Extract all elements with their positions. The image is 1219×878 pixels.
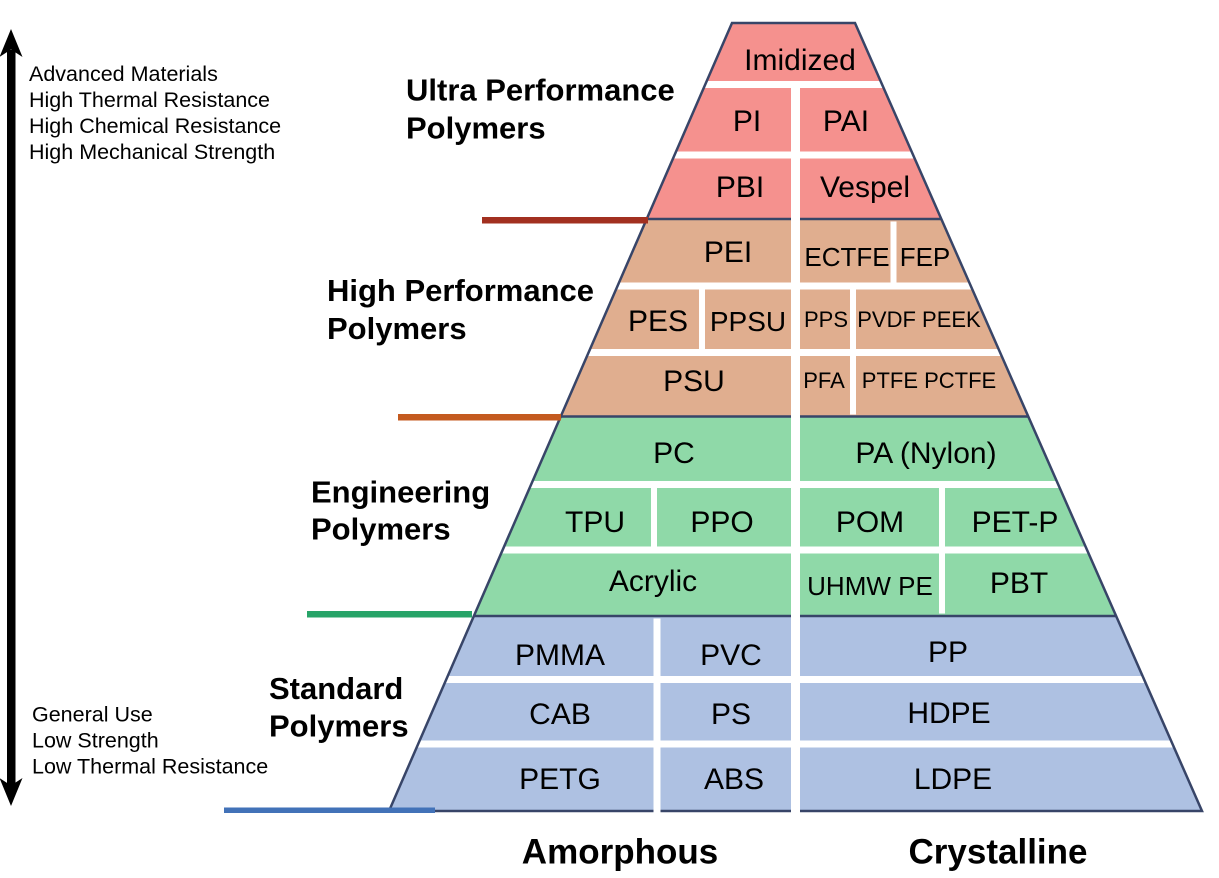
svg-text:Polymers: Polymers	[269, 709, 409, 744]
svg-text:Acrylic: Acrylic	[609, 565, 697, 598]
svg-text:PVC: PVC	[700, 639, 762, 672]
svg-text:Polymers: Polymers	[406, 111, 546, 146]
svg-text:PA (Nylon): PA (Nylon)	[855, 437, 996, 470]
svg-text:Amorphous: Amorphous	[522, 833, 718, 872]
svg-text:ABS: ABS	[704, 763, 764, 796]
svg-text:TPU: TPU	[565, 506, 625, 539]
svg-text:UHMW PE: UHMW PE	[807, 571, 933, 601]
svg-text:PP: PP	[928, 636, 968, 669]
svg-text:FEP: FEP	[900, 242, 951, 272]
svg-text:Advanced Materials: Advanced Materials	[29, 62, 218, 86]
svg-text:Vespel: Vespel	[820, 171, 910, 204]
svg-text:LDPE: LDPE	[914, 763, 992, 796]
svg-text:High Performance: High Performance	[327, 273, 594, 308]
svg-text:PES: PES	[628, 305, 688, 338]
svg-text:PS: PS	[711, 698, 751, 731]
svg-text:PBI: PBI	[716, 171, 764, 204]
svg-text:PPO: PPO	[690, 506, 753, 539]
svg-text:High Chemical Resistance: High Chemical Resistance	[29, 114, 281, 138]
svg-text:Crystalline: Crystalline	[909, 833, 1088, 872]
svg-text:PI: PI	[733, 105, 761, 138]
svg-text:PPS: PPS	[804, 307, 848, 332]
svg-text:PTFE PCTFE: PTFE PCTFE	[862, 368, 996, 393]
svg-text:Polymers: Polymers	[311, 512, 451, 547]
svg-text:PET-P: PET-P	[972, 506, 1059, 539]
svg-text:ECTFE: ECTFE	[804, 242, 889, 272]
svg-text:Low Thermal Resistance: Low Thermal Resistance	[32, 755, 268, 779]
svg-text:Imidized: Imidized	[744, 44, 856, 77]
svg-text:Polymers: Polymers	[327, 311, 467, 346]
svg-text:PAI: PAI	[823, 105, 869, 138]
svg-text:High Thermal Resistance: High Thermal Resistance	[29, 88, 270, 112]
svg-text:Engineering: Engineering	[311, 475, 490, 510]
svg-text:PMMA: PMMA	[515, 639, 605, 672]
svg-text:PSU: PSU	[663, 365, 725, 398]
svg-text:PC: PC	[653, 437, 695, 470]
svg-text:PBT: PBT	[990, 567, 1048, 600]
svg-text:HDPE: HDPE	[907, 697, 990, 730]
svg-text:General Use: General Use	[32, 703, 153, 727]
svg-text:PETG: PETG	[519, 763, 601, 796]
svg-text:PFA: PFA	[803, 368, 845, 393]
svg-text:CAB: CAB	[529, 698, 591, 731]
svg-text:Standard: Standard	[269, 671, 403, 706]
svg-text:High Mechanical Strength: High Mechanical Strength	[29, 140, 275, 164]
svg-text:Low Strength: Low Strength	[32, 729, 159, 753]
svg-text:PVDF PEEK: PVDF PEEK	[857, 307, 981, 332]
svg-text:PEI: PEI	[704, 236, 752, 269]
svg-text:POM: POM	[836, 506, 904, 539]
svg-text:Ultra Performance: Ultra Performance	[406, 73, 675, 108]
svg-text:PPSU: PPSU	[710, 306, 786, 337]
